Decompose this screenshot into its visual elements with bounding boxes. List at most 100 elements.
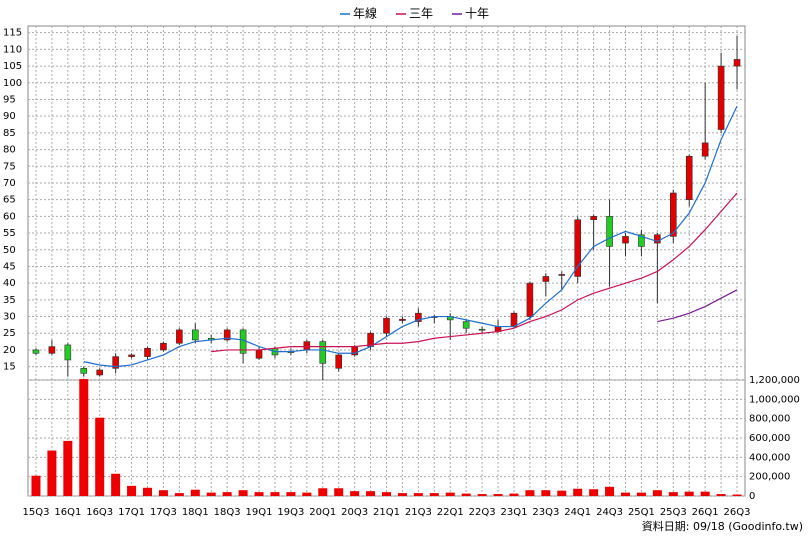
x-tick-label: 19Q3 xyxy=(277,507,304,518)
volume-bar xyxy=(684,491,694,496)
candle-body xyxy=(64,344,72,361)
candle-body xyxy=(638,234,645,247)
x-tick-label: 25Q3 xyxy=(660,507,687,518)
y-tick-label: 115 xyxy=(3,28,22,39)
volume-bar xyxy=(79,379,89,496)
volume-bar xyxy=(445,492,455,496)
y2-tick-label: 600,000 xyxy=(749,433,790,444)
y-tick-label: 25 xyxy=(3,328,16,339)
candle-body xyxy=(255,349,263,359)
volume-bar xyxy=(605,486,615,496)
y-tick-label: 85 xyxy=(3,128,16,139)
candle-body xyxy=(80,368,88,374)
candle-body xyxy=(622,236,629,244)
candle-body xyxy=(383,317,390,334)
y-tick-label: 65 xyxy=(3,195,16,206)
volume-bar xyxy=(493,494,503,496)
y-tick-label: 20 xyxy=(3,345,16,356)
legend-label: 年線 xyxy=(353,6,377,21)
candle-body xyxy=(303,341,311,351)
candle-body xyxy=(669,192,677,237)
ma-line xyxy=(211,192,738,353)
candle-body xyxy=(654,234,661,244)
volume-bar xyxy=(366,491,376,496)
x-tick-label: 19Q1 xyxy=(246,507,273,518)
volume-bar xyxy=(621,492,630,496)
volume-bar xyxy=(652,490,662,496)
candle-body xyxy=(32,349,40,354)
volume-bar xyxy=(541,490,551,496)
legend-label: 十年 xyxy=(465,7,489,21)
x-tick-label: 21Q3 xyxy=(405,507,432,518)
ma-line xyxy=(83,105,738,368)
volume-bar xyxy=(334,488,344,496)
y-tick-label: 95 xyxy=(3,94,16,105)
y2-tick-label: 0 xyxy=(749,491,755,502)
volume-bar xyxy=(397,493,407,496)
x-tick-label: 25Q1 xyxy=(628,507,655,518)
legend-label: 三年 xyxy=(409,7,433,21)
volume-bar xyxy=(716,494,726,496)
ma-line xyxy=(657,289,738,323)
volume-bar xyxy=(158,490,168,496)
y2-tick-label: 1,000,000 xyxy=(749,394,800,405)
x-tick-label: 16Q1 xyxy=(54,507,81,518)
volume-bar xyxy=(429,493,439,496)
candle-body xyxy=(223,329,231,341)
candle-body xyxy=(192,329,199,341)
volume-bar xyxy=(382,492,391,496)
volume-bar xyxy=(350,491,360,496)
volume-bar xyxy=(589,489,599,496)
candle-body xyxy=(144,347,151,357)
candle-body xyxy=(462,321,470,329)
candle-body xyxy=(606,216,613,247)
y-tick-label: 80 xyxy=(3,145,16,156)
candle-body xyxy=(319,341,327,364)
y-tick-label: 75 xyxy=(3,161,16,172)
volume-bar xyxy=(111,473,121,496)
candle-body xyxy=(701,142,709,157)
candle-body xyxy=(717,65,725,130)
x-tick-label: 26Q1 xyxy=(692,507,719,518)
candle-body xyxy=(415,312,422,322)
volume-bar xyxy=(477,494,487,496)
volume-bar xyxy=(318,488,328,496)
volume-bar xyxy=(222,492,232,496)
volume-bar xyxy=(254,492,264,496)
volume-bar xyxy=(127,485,137,496)
y-tick-label: 60 xyxy=(3,211,16,222)
candle-body xyxy=(478,328,486,331)
y-tick-label: 105 xyxy=(3,61,22,72)
y-tick-label: 30 xyxy=(3,312,16,323)
volume-bar xyxy=(557,490,567,496)
candle-body xyxy=(590,216,597,220)
volume-bar xyxy=(95,417,105,496)
x-tick-label: 21Q1 xyxy=(373,507,400,518)
x-tick-label: 23Q3 xyxy=(532,507,559,518)
y2-tick-label: 1,200,000 xyxy=(749,375,800,386)
x-tick-label: 18Q3 xyxy=(214,507,241,518)
volume-bar xyxy=(206,492,216,496)
volume-bar xyxy=(286,492,296,496)
x-tick-label: 18Q1 xyxy=(182,507,209,518)
y-tick-label: 45 xyxy=(3,261,16,272)
y-tick-label: 35 xyxy=(3,295,16,306)
volume-bar xyxy=(461,493,471,496)
x-tick-label: 17Q3 xyxy=(150,507,177,518)
candle-body xyxy=(510,312,518,327)
x-tick-label: 24Q3 xyxy=(596,507,623,518)
candle-body xyxy=(558,274,566,276)
candle-body xyxy=(160,342,167,351)
volume-bar xyxy=(668,492,678,496)
x-tick-label: 23Q1 xyxy=(500,507,527,518)
volume-bar xyxy=(525,490,535,496)
x-tick-label: 20Q1 xyxy=(309,507,336,518)
y2-tick-label: 800,000 xyxy=(749,414,790,425)
volume-bar xyxy=(732,494,742,496)
x-tick-label: 22Q1 xyxy=(437,507,464,518)
volume-bar xyxy=(174,493,184,496)
y2-tick-label: 400,000 xyxy=(749,452,790,463)
y-tick-label: 110 xyxy=(3,44,22,55)
candle-body xyxy=(685,155,693,200)
candle-body xyxy=(399,318,406,321)
